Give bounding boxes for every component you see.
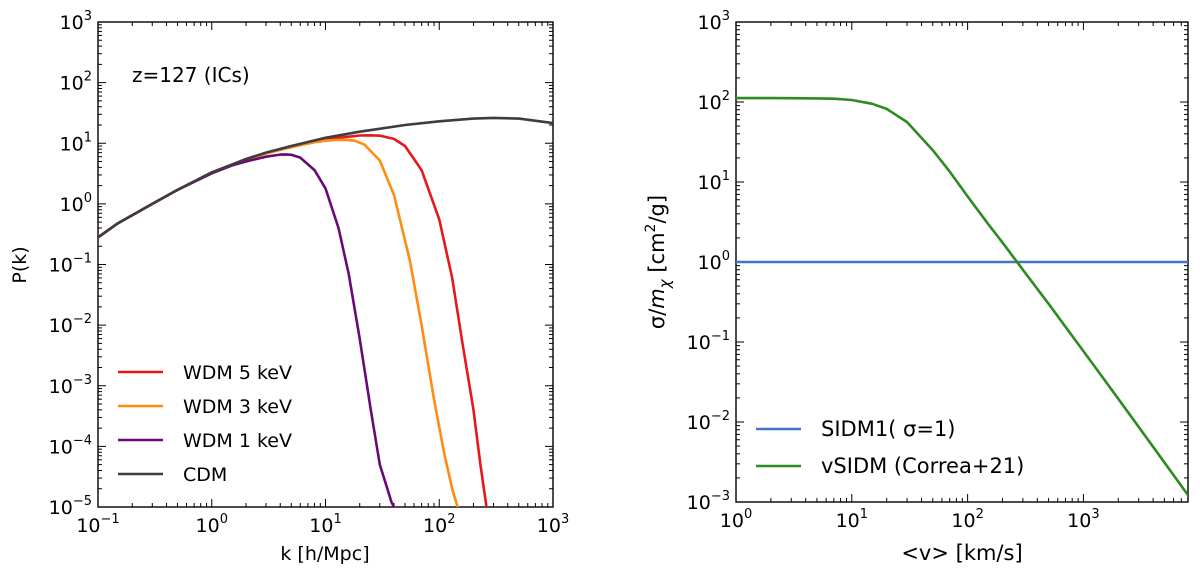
- y-tick-label: 10−1: [687, 329, 730, 354]
- x-tick-label: 103: [537, 512, 569, 537]
- y-label-part: [cm: [645, 232, 669, 279]
- y-axis-label: P(k): [9, 246, 31, 283]
- tick-marks: [97, 21, 554, 508]
- y-axis-label: σ/mχ [cm2/g]: [643, 195, 674, 329]
- y-tick-label: 102: [60, 70, 92, 95]
- tick-labels: 100 101 102 103 10−3 10−2 10−1 100 101 102 103: [687, 9, 1100, 532]
- y-tick-label: 10−3: [49, 373, 92, 398]
- y-tick-label: 101: [60, 130, 92, 155]
- x-tick-label: 103: [1067, 507, 1099, 532]
- series-line: [98, 134, 488, 507]
- legend-label: SIDM1( σ=1): [821, 417, 956, 441]
- x-axis-label: k [h/Mpc]: [280, 543, 369, 565]
- tick-labels: 10−1 100 101 102 103 10−5 10−4 10−3 10−2 10−1 100 1…: [49, 9, 570, 537]
- legend-label: CDM: [183, 464, 227, 486]
- y-label-part: σ/: [645, 308, 669, 329]
- legend: SIDM1( σ=1) vSIDM (Correa+21): [756, 417, 1024, 478]
- plot-area-frame: [97, 21, 554, 508]
- y-tick-label: 10−2: [687, 409, 730, 434]
- x-tick-label: 101: [836, 507, 868, 532]
- y-label-part: χ: [656, 278, 674, 289]
- legend: WDM 5 keV WDM 3 keV WDM 1 keV CDM: [118, 362, 292, 486]
- y-tick-label: 103: [60, 9, 92, 34]
- legend-label: vSIDM (Correa+21): [821, 454, 1024, 478]
- x-tick-label: 102: [951, 507, 983, 532]
- x-tick-label: 102: [423, 512, 455, 537]
- y-tick-label: 10−5: [49, 494, 92, 519]
- series-lines: [736, 96, 1188, 497]
- legend-label: WDM 3 keV: [183, 396, 292, 418]
- y-tick-label: 10−3: [687, 489, 730, 514]
- legend-label: WDM 1 keV: [183, 430, 292, 452]
- y-tick-label: 100: [60, 191, 92, 216]
- x-tick-label: 101: [309, 512, 341, 537]
- chart-annotation: z=127 (ICs): [132, 63, 250, 87]
- x-tick-label: 100: [720, 507, 752, 532]
- x-axis-label: <v> [km/s]: [901, 541, 1022, 565]
- series-line: [98, 153, 396, 507]
- y-label-part: m: [645, 288, 669, 308]
- x-tick-label: 10−1: [76, 512, 119, 537]
- y-tick-label: 103: [698, 9, 730, 34]
- legend-label: WDM 5 keV: [183, 362, 292, 384]
- series-line: [736, 96, 1188, 497]
- y-label-part: 2: [643, 224, 659, 233]
- series-lines: [98, 116, 553, 507]
- y-tick-label: 10−4: [49, 433, 92, 458]
- y-tick-label: 10−2: [49, 312, 92, 337]
- y-tick-label: 102: [698, 89, 730, 114]
- power-spectrum-panel: 10−1 100 101 102 103 10−5 10−4 10−3 10−2 10−1 100 1…: [9, 9, 569, 565]
- y-tick-label: 101: [698, 169, 730, 194]
- cross-section-panel: 100 101 102 103 10−3 10−2 10−1 100 101 102 103 <v>…: [643, 9, 1189, 565]
- y-label-part: /g]: [645, 195, 669, 224]
- y-tick-label: 100: [698, 249, 730, 274]
- y-tick-label: 10−1: [49, 252, 92, 277]
- tick-marks: [735, 21, 1188, 503]
- series-line: [98, 116, 553, 239]
- x-tick-label: 100: [196, 512, 228, 537]
